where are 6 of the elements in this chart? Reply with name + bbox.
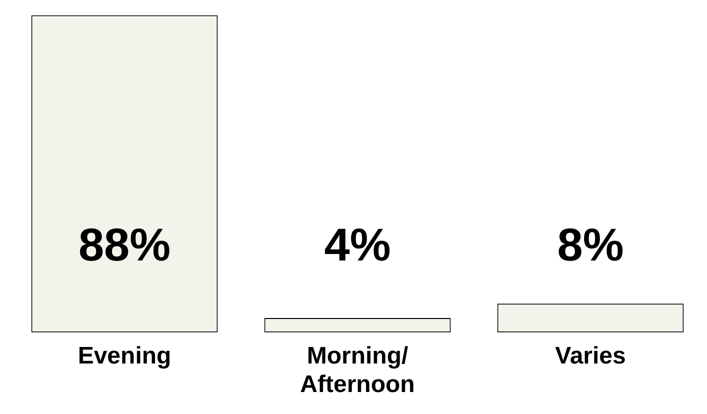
x-tick-label: Evening bbox=[78, 342, 172, 370]
data-label: 8% bbox=[557, 218, 624, 270]
data-label: 88% bbox=[78, 218, 171, 270]
data-label: 4% bbox=[324, 218, 391, 270]
x-tick-label: Varies bbox=[555, 342, 626, 370]
x-tick-label: Morning/ Afternoon bbox=[300, 342, 415, 398]
